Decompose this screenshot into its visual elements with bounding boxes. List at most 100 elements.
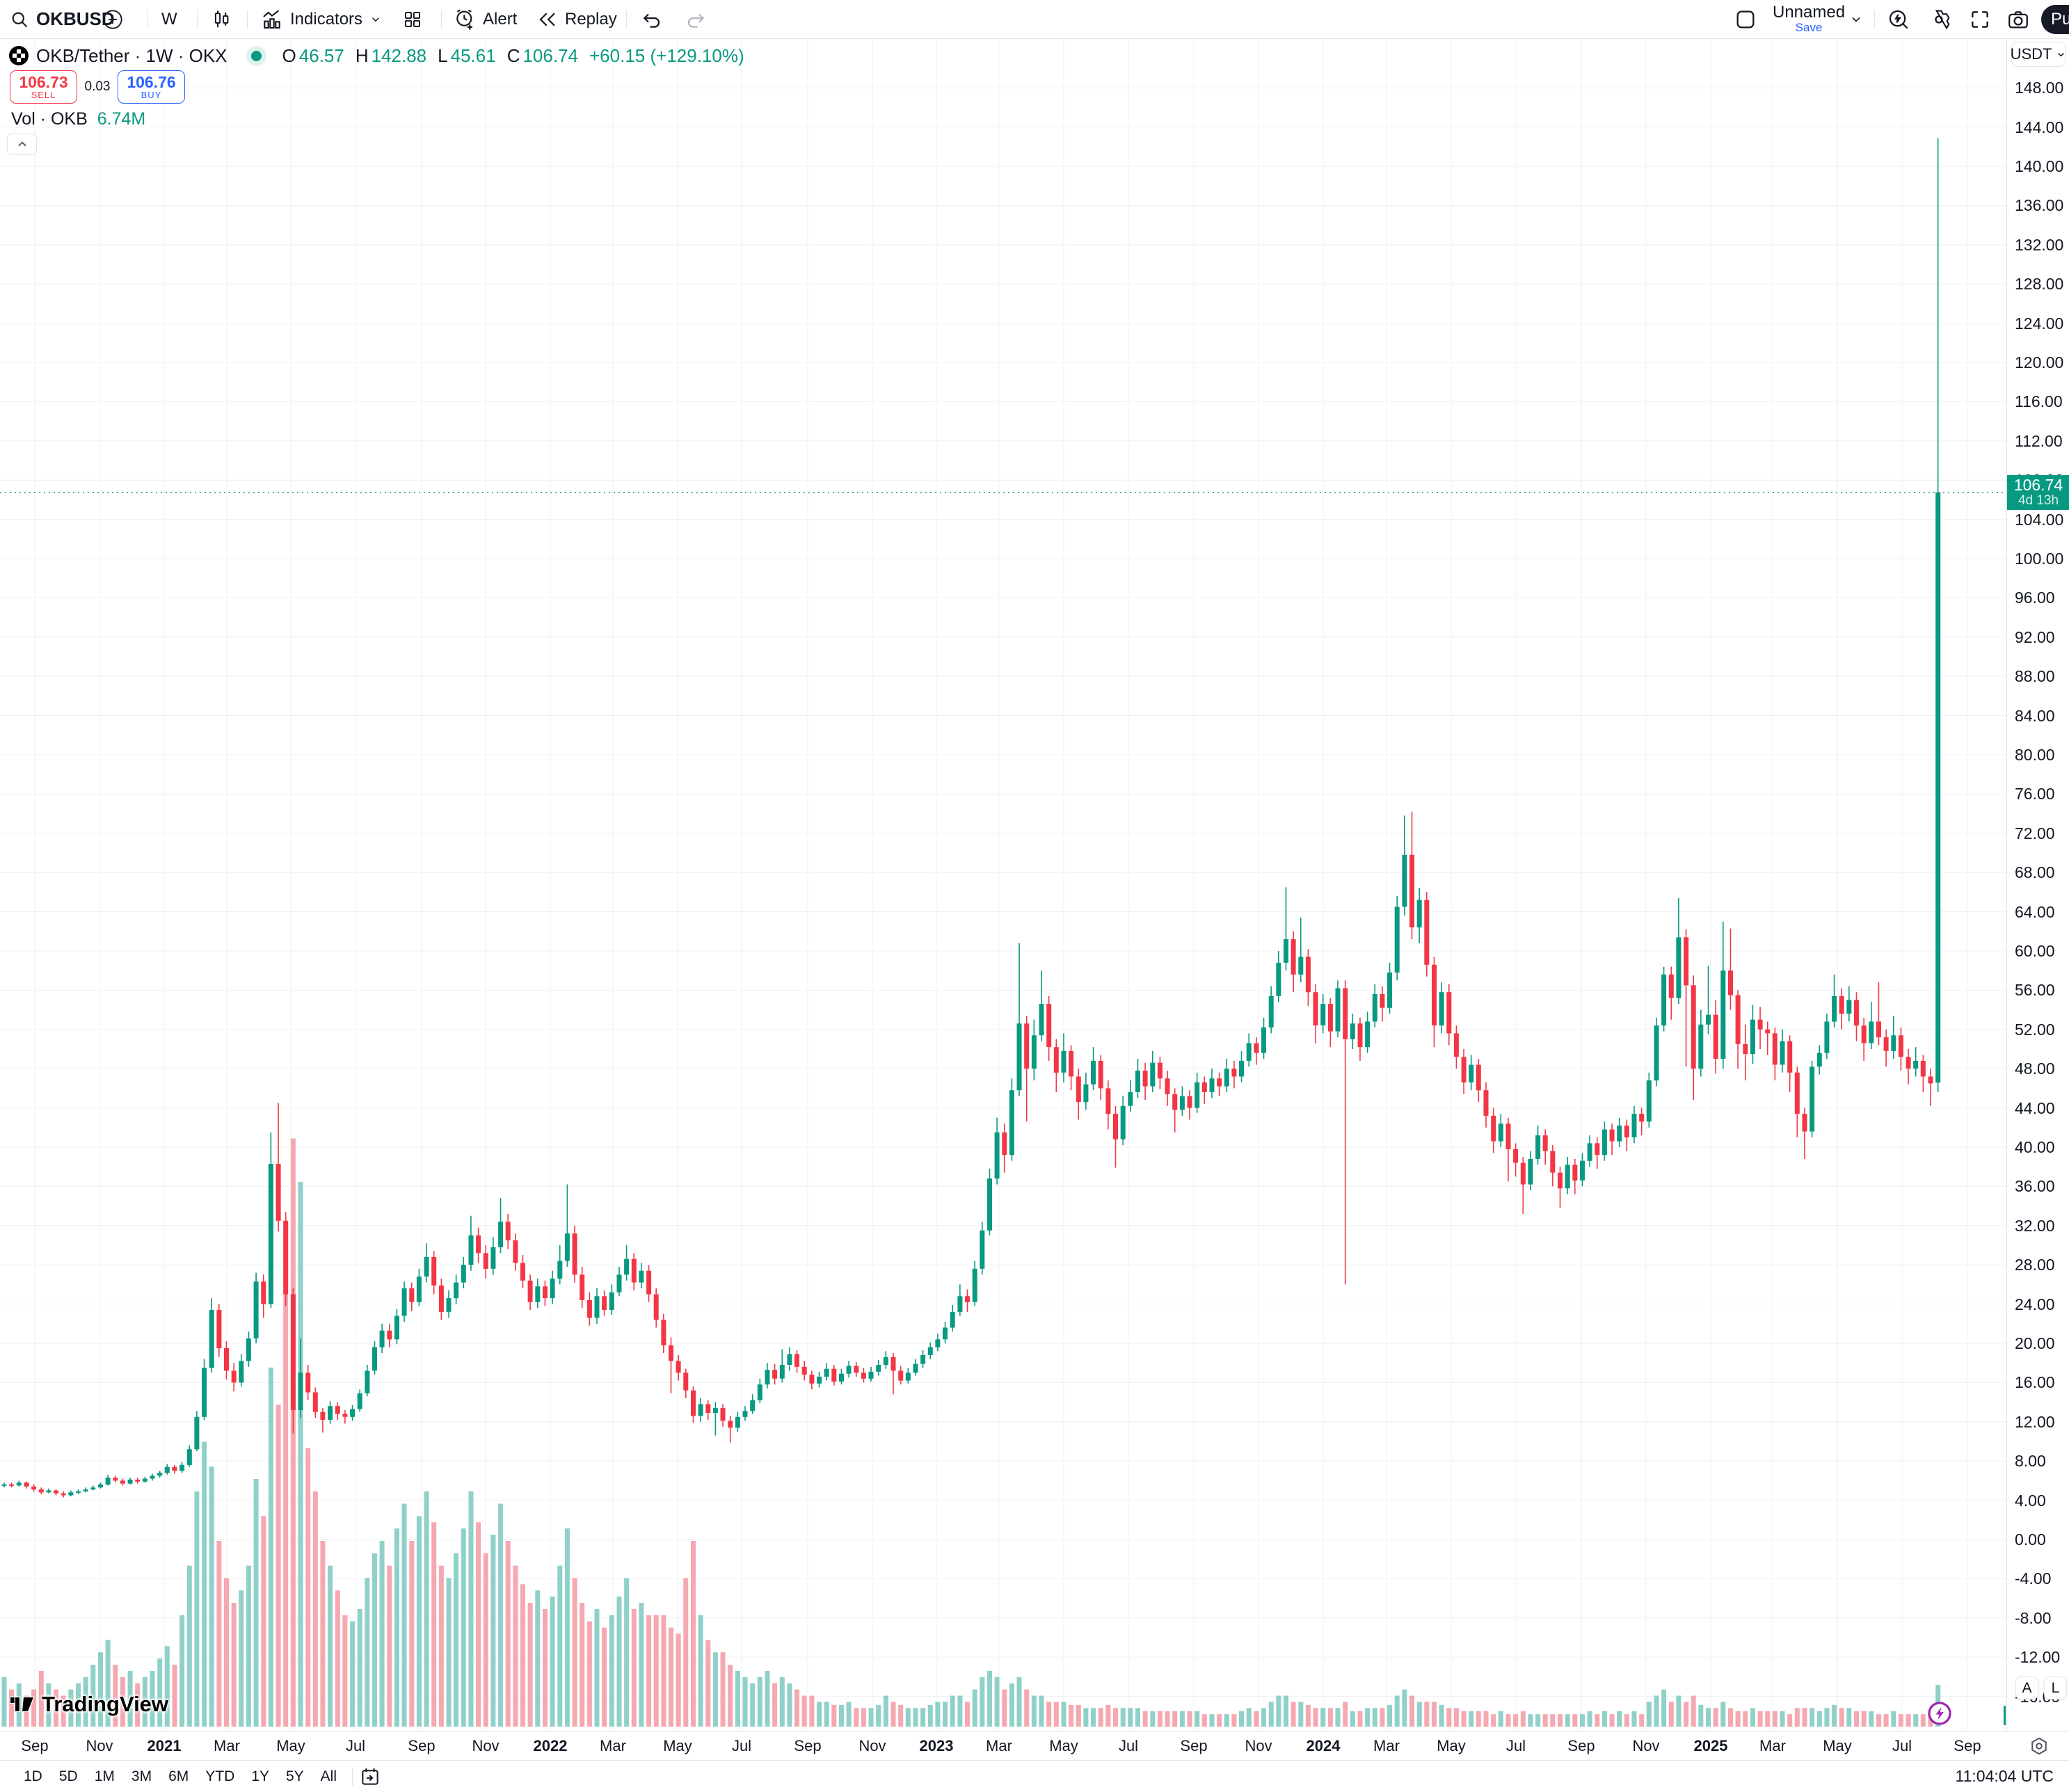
high-value: 142.88 <box>371 45 427 66</box>
layout-menu-caret[interactable] <box>1849 0 1863 38</box>
collapse-legend-button[interactable] <box>7 134 37 155</box>
range-button-6m[interactable]: 6M <box>168 1768 189 1784</box>
price-tick-label: -8.00 <box>2015 1608 2052 1627</box>
toolbar-separator <box>147 10 148 29</box>
interval-button[interactable]: W <box>161 0 177 38</box>
price-tick-label: 140.00 <box>2015 157 2064 175</box>
time-axis-label: Jul <box>1505 1737 1526 1754</box>
time-axis-settings-icon[interactable] <box>2029 1736 2050 1757</box>
change-value: +60.15 (+129.10%) <box>589 45 744 66</box>
price-tick-label: 4.00 <box>2015 1491 2046 1510</box>
symbol-title[interactable]: OKB/Tether · 1W · OKX <box>36 45 227 66</box>
time-axis-label: Mar <box>1373 1737 1400 1754</box>
indicators-button[interactable]: Indicators <box>261 0 382 38</box>
symbol-name: OKBUSD <box>36 8 115 29</box>
compare-add-button[interactable] <box>102 0 124 38</box>
range-button-1d[interactable]: 1D <box>24 1768 42 1784</box>
buy-price: 106.76 <box>127 73 176 92</box>
time-axis-label: Jul <box>345 1737 366 1754</box>
time-axis-label: 2021 <box>147 1737 182 1754</box>
go-to-date-icon[interactable] <box>360 1766 381 1787</box>
low-value: 45.61 <box>450 45 496 66</box>
last-price-value: 106.74 <box>2013 475 2063 494</box>
price-tick-label: 112.00 <box>2015 431 2063 450</box>
redo-button[interactable] <box>685 0 706 38</box>
range-button-5y[interactable]: 5Y <box>285 1768 304 1784</box>
toolbar-separator <box>1874 10 1875 29</box>
price-axis[interactable]: USDT 148.00 144.00 140.00 136.00 132.00 128.0… <box>2006 39 2069 1731</box>
save-label: Save <box>1795 21 1823 35</box>
time-axis-label: May <box>1437 1737 1466 1754</box>
okb-logo <box>8 45 29 66</box>
auto-scale-button[interactable]: A <box>2015 1677 2038 1699</box>
volume-legend[interactable]: Vol · OKB 6.74M <box>11 109 145 129</box>
trade-panel: 106.73 SELL 0.03 106.76 BUY <box>10 70 185 104</box>
price-tick-label: 24.00 <box>2015 1295 2055 1313</box>
range-button-ytd[interactable]: YTD <box>205 1768 235 1784</box>
range-button-1y[interactable]: 1Y <box>251 1768 269 1784</box>
indicators-icon <box>261 8 283 31</box>
price-tick-label: 48.00 <box>2015 1059 2055 1078</box>
clock-display[interactable]: 11:04:04 UTC <box>1955 1767 2054 1785</box>
sell-button[interactable]: 106.73 SELL <box>10 70 77 104</box>
quick-search-button[interactable] <box>1887 0 1910 38</box>
range-button-3m[interactable]: 3M <box>131 1768 152 1784</box>
time-axis-label: Jul <box>731 1737 752 1754</box>
range-button-1m[interactable]: 1M <box>94 1768 115 1784</box>
symbol-search-button[interactable]: OKBUSD <box>10 0 115 38</box>
chevron-up-icon <box>15 138 29 152</box>
layout-templates-button[interactable] <box>402 0 423 38</box>
countdown-tick <box>2004 1706 2006 1725</box>
grid-icon <box>402 9 423 30</box>
toolbar-separator <box>626 10 627 29</box>
undo-button[interactable] <box>641 0 662 38</box>
lightning-icon[interactable] <box>1926 1699 1954 1731</box>
layout-select-button[interactable] <box>1734 0 1757 38</box>
chevron-down-icon <box>1849 13 1863 26</box>
price-tick-label: 80.00 <box>2015 746 2055 764</box>
market-status-dot[interactable] <box>250 50 262 61</box>
price-tick-label: -12.00 <box>2015 1648 2061 1667</box>
log-scale-button[interactable]: L <box>2044 1677 2067 1699</box>
redo-icon <box>685 9 706 30</box>
date-range-buttons: 1D 5D 1M 3M 6M YTD 1Y 5Y All <box>15 1764 345 1789</box>
time-axis-label: Mar <box>214 1737 240 1754</box>
time-axis[interactable]: Sep Nov 2021 Mar May Jul Sep Nov 2022 Mar May Jul Se… <box>0 1731 2069 1760</box>
price-tick-label: 136.00 <box>2015 196 2064 215</box>
time-axis-label: May <box>1049 1737 1078 1754</box>
time-axis-label: Sep <box>21 1737 49 1754</box>
volume-value: 6.74M <box>97 109 146 129</box>
layout-name: Unnamed <box>1773 2 1846 22</box>
buy-button[interactable]: 106.76 BUY <box>118 70 185 104</box>
time-axis-label: Nov <box>472 1737 500 1754</box>
ohlc-values: O 46.57 H 142.88 L 45.61 C 106.74 +60.15 (+1… <box>282 45 744 67</box>
snapshot-button[interactable] <box>2006 0 2030 38</box>
range-button-all[interactable]: All <box>320 1768 337 1784</box>
alert-button[interactable]: Alert <box>454 0 517 38</box>
fullscreen-button[interactable] <box>1969 0 1991 38</box>
publish-button[interactable]: Pu <box>2041 5 2069 34</box>
range-button-5d[interactable]: 5D <box>58 1768 78 1784</box>
replay-label: Replay <box>565 9 617 29</box>
price-tick-label: 116.00 <box>2015 392 2063 411</box>
chart-canvas[interactable] <box>0 0 2006 1731</box>
settings-button[interactable] <box>1927 0 1951 38</box>
save-layout-button[interactable]: Unnamed Save <box>1773 0 1845 38</box>
toolbar-separator <box>247 10 248 29</box>
top-toolbar: OKBUSD W Indicators <box>0 0 2069 39</box>
currency-selector[interactable]: USDT <box>2011 42 2066 67</box>
publish-label: Pu <box>2051 10 2069 29</box>
candlestick-icon <box>211 9 232 30</box>
price-tick-label: 148.00 <box>2015 79 2064 97</box>
close-key: C <box>506 45 520 66</box>
price-tick-label: 64.00 <box>2015 902 2055 921</box>
chart-style-button[interactable] <box>211 0 232 38</box>
tradingview-watermark[interactable]: TradingView <box>10 1692 168 1717</box>
time-axis-label: Sep <box>1954 1737 1981 1754</box>
gear-icon <box>1927 8 1951 31</box>
tradingview-logo-icon <box>10 1693 35 1715</box>
alert-clock-icon <box>454 8 476 31</box>
replay-button[interactable]: Replay <box>537 0 617 38</box>
time-axis-label: Sep <box>408 1737 436 1754</box>
